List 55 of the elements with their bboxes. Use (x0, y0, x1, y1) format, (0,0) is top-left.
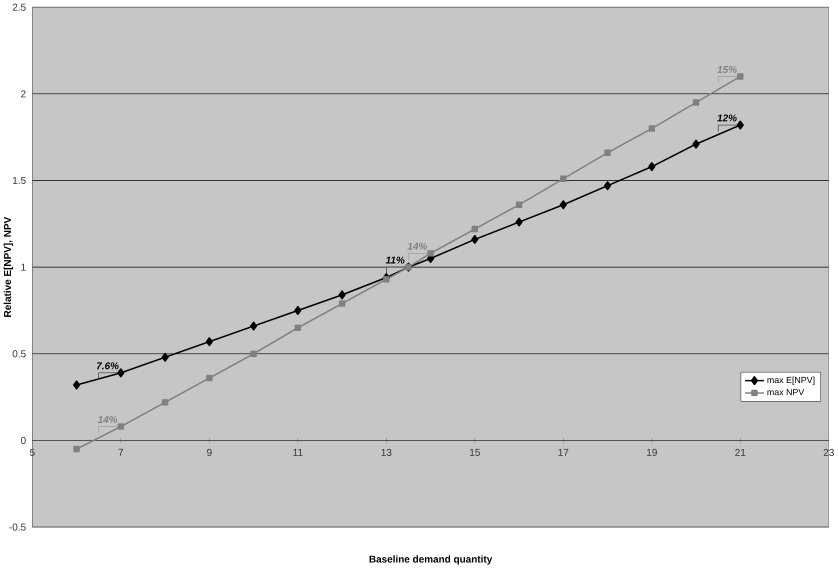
point (206, 336, 213, 346)
legend-label: max NPV (767, 388, 804, 396)
point (736, 120, 744, 130)
point (471, 234, 478, 244)
point (294, 306, 302, 315)
y-tick-label: 2 (21, 90, 26, 98)
point (383, 276, 390, 282)
point (604, 149, 611, 156)
point (294, 324, 302, 331)
point (604, 181, 612, 190)
x-tick-label: 13 (382, 448, 392, 456)
y-tick-label: 1 (21, 264, 26, 270)
point (73, 380, 80, 390)
annotation: 14% (98, 416, 118, 423)
point (206, 374, 213, 382)
annotation: 14% (407, 242, 427, 250)
point (338, 300, 346, 307)
x-tick-label: 11 (293, 448, 303, 456)
point (516, 201, 522, 208)
y-axis-title: Relative E[NPV], NPV (4, 216, 13, 317)
y-tick-label: 0.5 (12, 350, 26, 358)
point (648, 125, 656, 132)
legend-label: max E[NPV] (767, 376, 814, 385)
y-tick-label: 2.5 (12, 4, 26, 11)
point (692, 99, 700, 106)
x-tick-label: 19 (647, 448, 657, 456)
point (472, 226, 478, 232)
point (648, 162, 656, 172)
point (250, 350, 257, 357)
x-tick-label: 7 (118, 448, 124, 456)
point (250, 321, 258, 330)
point (427, 250, 434, 256)
point (118, 423, 124, 430)
x-tick-label: 17 (558, 448, 568, 456)
x-tick-label: 21 (735, 448, 746, 456)
x-tick-label: 15 (470, 448, 480, 456)
annotation: 15% (717, 66, 737, 73)
point (338, 290, 346, 300)
y-tick-label: 0 (20, 436, 26, 444)
y-tick-label: 1.5 (13, 176, 26, 184)
point (162, 352, 169, 362)
x-tick-label: 9 (207, 448, 212, 456)
point (162, 398, 168, 406)
annotation: 7.6% (96, 362, 119, 370)
point (560, 200, 567, 210)
y-tick-label: -0.5 (9, 523, 26, 530)
annotation: 12% (717, 114, 737, 122)
point (117, 368, 124, 378)
point (73, 446, 80, 452)
annotation: 11% (386, 256, 404, 264)
point (737, 73, 744, 80)
point (560, 175, 567, 182)
point (692, 139, 700, 148)
point (515, 217, 523, 226)
x-axis-title: Baseline demand quantity (370, 555, 492, 564)
